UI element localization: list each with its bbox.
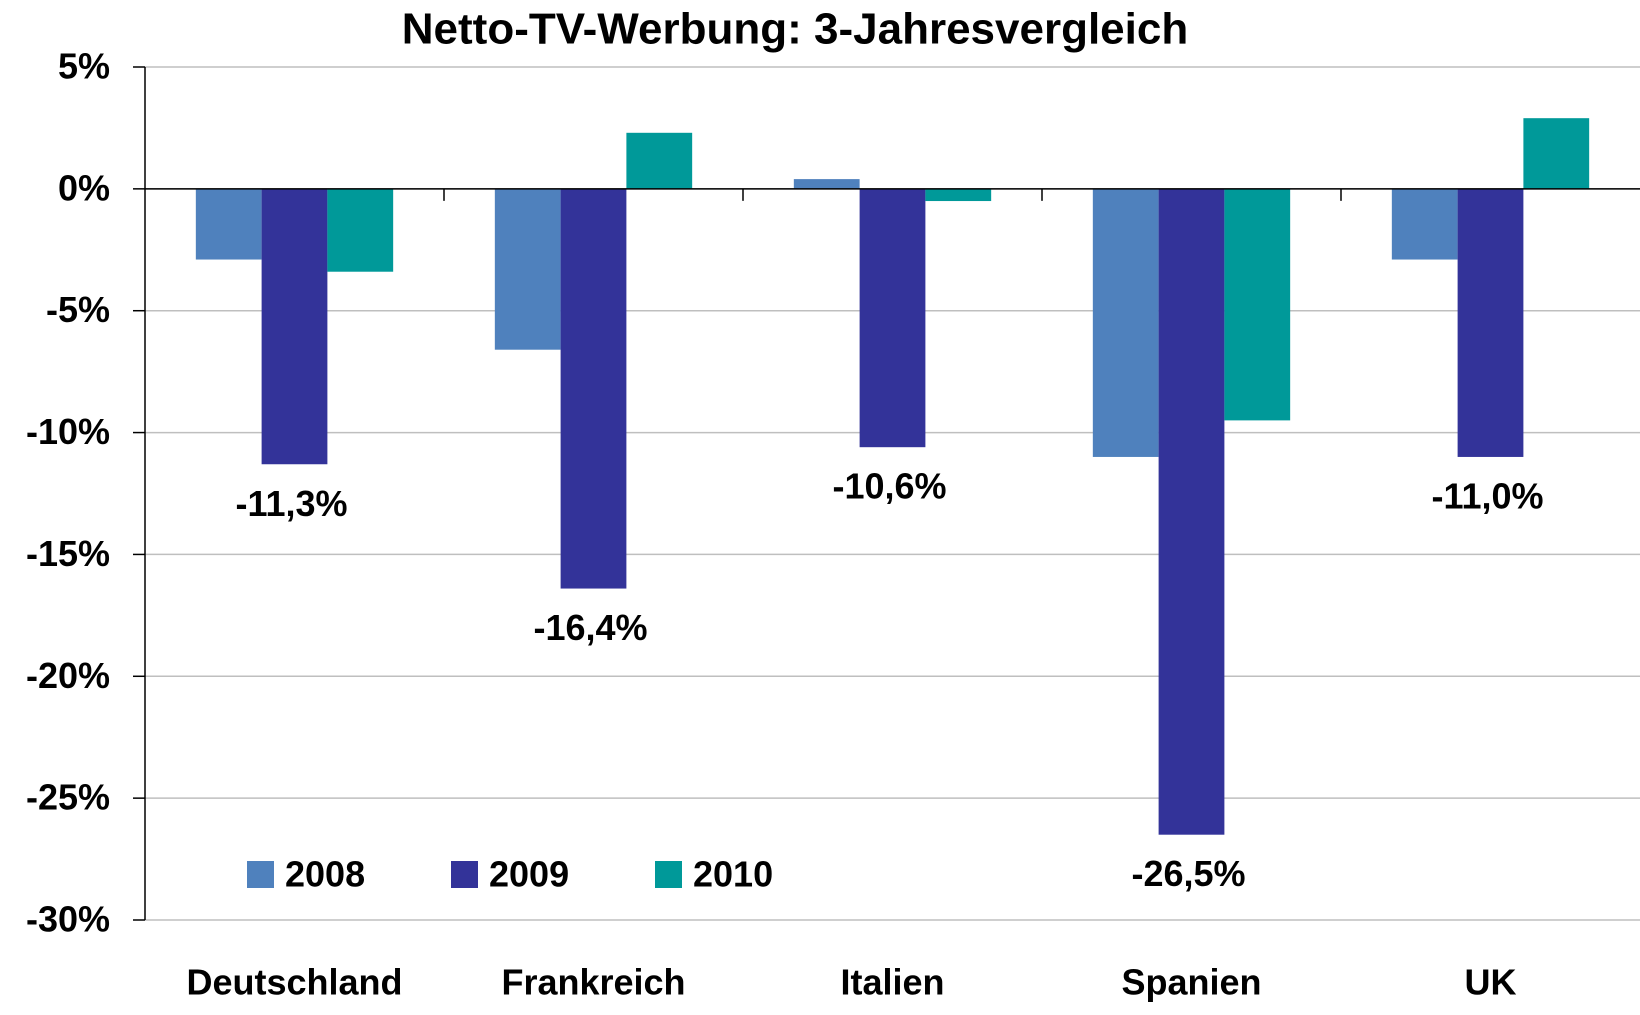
bar: [195, 188, 262, 260]
y-tick-label: -15%: [26, 533, 110, 574]
bar: [925, 188, 992, 202]
legend-swatch: [451, 861, 478, 888]
bar: [1391, 188, 1458, 260]
legend-swatch: [655, 861, 682, 888]
y-tick-label: -30%: [26, 899, 110, 940]
bar: [859, 188, 926, 448]
bar: [1224, 188, 1291, 421]
y-tick-label: 5%: [58, 46, 110, 87]
bar: [1158, 188, 1225, 835]
bar: [327, 188, 394, 272]
data-label: -16,4%: [533, 607, 647, 648]
bar: [261, 188, 328, 465]
chart-title: Netto-TV-Werbung: 3-Jahresvergleich: [402, 5, 1188, 54]
y-tick-label: -25%: [26, 777, 110, 818]
x-tick-label: UK: [1465, 962, 1517, 1003]
x-tick-label: Italien: [840, 962, 944, 1003]
bar: [1457, 188, 1524, 457]
y-tick-label: -20%: [26, 655, 110, 696]
x-tick-label: Deutschland: [186, 962, 402, 1003]
data-label: -26,5%: [1131, 853, 1245, 894]
bar: [560, 188, 627, 589]
bar: [626, 132, 693, 189]
x-tick-label: Spanien: [1121, 962, 1261, 1003]
bar: [494, 188, 561, 350]
bar: [1092, 188, 1159, 457]
y-tick-label: 0%: [58, 167, 110, 208]
y-tick-label: -10%: [26, 411, 110, 452]
legend-label: 2009: [489, 854, 569, 895]
bar: [793, 179, 860, 189]
x-tick-label: Frankreich: [501, 962, 685, 1003]
bar: [1523, 118, 1590, 189]
data-label: -11,0%: [1431, 475, 1543, 516]
legend-swatch: [247, 861, 274, 888]
legend-label: 2010: [693, 854, 773, 895]
legend-label: 2008: [285, 854, 365, 895]
y-tick-label: -5%: [46, 289, 110, 330]
data-label: -10,6%: [832, 466, 946, 507]
data-label: -11,3%: [235, 483, 347, 524]
